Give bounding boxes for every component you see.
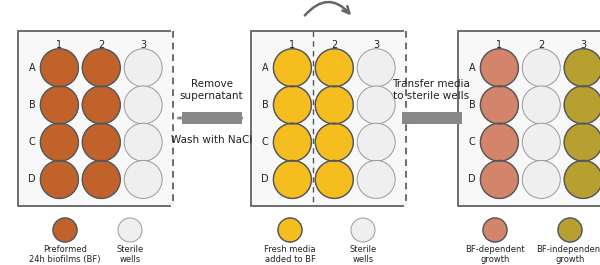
- Circle shape: [40, 86, 79, 124]
- Text: 3: 3: [580, 40, 586, 50]
- Text: Fresh media
added to BF: Fresh media added to BF: [264, 245, 316, 264]
- Bar: [182, 112, 241, 124]
- Bar: [458, 30, 600, 205]
- Circle shape: [357, 123, 395, 161]
- Text: 3: 3: [373, 40, 379, 50]
- Text: Transfer media
to sterile wells: Transfer media to sterile wells: [392, 79, 470, 101]
- Circle shape: [53, 218, 77, 242]
- Circle shape: [558, 218, 582, 242]
- Text: Preformed
24h biofilms (BF): Preformed 24h biofilms (BF): [29, 245, 101, 264]
- Text: C: C: [262, 137, 269, 147]
- Circle shape: [278, 218, 302, 242]
- Bar: [251, 30, 406, 205]
- Circle shape: [118, 218, 142, 242]
- Circle shape: [564, 123, 600, 161]
- Text: 1: 1: [289, 40, 295, 50]
- Circle shape: [274, 123, 311, 161]
- Text: Remove
supernatant: Remove supernatant: [179, 79, 244, 101]
- Text: 2: 2: [331, 40, 337, 50]
- Circle shape: [82, 49, 120, 87]
- Text: B: B: [262, 100, 269, 110]
- Circle shape: [315, 123, 353, 161]
- Circle shape: [40, 49, 79, 87]
- Circle shape: [481, 49, 518, 87]
- Bar: [401, 112, 461, 124]
- Bar: [17, 30, 173, 205]
- Text: 2: 2: [98, 40, 104, 50]
- Circle shape: [522, 49, 560, 87]
- Circle shape: [82, 160, 120, 198]
- Text: B: B: [29, 100, 35, 110]
- Circle shape: [274, 160, 311, 198]
- Circle shape: [357, 160, 395, 198]
- Text: 1: 1: [56, 40, 62, 50]
- Text: 1: 1: [496, 40, 502, 50]
- Text: A: A: [469, 63, 475, 73]
- Circle shape: [124, 160, 162, 198]
- FancyArrowPatch shape: [305, 2, 349, 15]
- Text: D: D: [28, 174, 36, 184]
- Circle shape: [481, 160, 518, 198]
- Text: Sterile
wells: Sterile wells: [349, 245, 377, 264]
- Circle shape: [564, 86, 600, 124]
- Circle shape: [522, 160, 560, 198]
- Circle shape: [274, 49, 311, 87]
- Circle shape: [82, 123, 120, 161]
- Circle shape: [351, 218, 375, 242]
- Text: BF-dependent
growth: BF-dependent growth: [465, 245, 525, 264]
- Circle shape: [357, 86, 395, 124]
- Text: 2: 2: [538, 40, 544, 50]
- Text: B: B: [469, 100, 476, 110]
- Circle shape: [481, 86, 518, 124]
- Circle shape: [274, 86, 311, 124]
- Text: Sterile
wells: Sterile wells: [116, 245, 143, 264]
- Circle shape: [124, 49, 162, 87]
- Circle shape: [40, 123, 79, 161]
- Circle shape: [40, 160, 79, 198]
- Text: A: A: [262, 63, 268, 73]
- Text: C: C: [29, 137, 35, 147]
- Circle shape: [522, 86, 560, 124]
- Circle shape: [82, 86, 120, 124]
- Text: C: C: [469, 137, 476, 147]
- Circle shape: [315, 86, 353, 124]
- Circle shape: [315, 49, 353, 87]
- Circle shape: [315, 160, 353, 198]
- Circle shape: [564, 160, 600, 198]
- Circle shape: [357, 49, 395, 87]
- Text: 3: 3: [140, 40, 146, 50]
- Circle shape: [522, 123, 560, 161]
- Circle shape: [124, 123, 162, 161]
- Text: A: A: [29, 63, 35, 73]
- Circle shape: [483, 218, 507, 242]
- Text: BF-independent
growth: BF-independent growth: [536, 245, 600, 264]
- Circle shape: [124, 86, 162, 124]
- Text: D: D: [262, 174, 269, 184]
- Circle shape: [564, 49, 600, 87]
- Circle shape: [481, 123, 518, 161]
- Text: Wash with NaCl: Wash with NaCl: [171, 135, 252, 145]
- Text: D: D: [469, 174, 476, 184]
